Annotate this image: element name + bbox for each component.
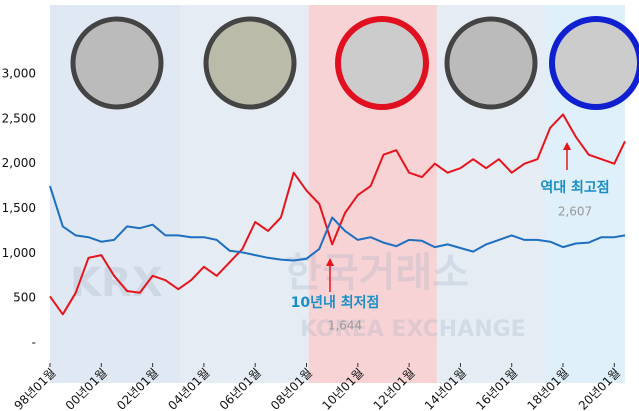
- y-tick-label: 2,500: [2, 111, 36, 125]
- annotations: 10년내 최저점 1,644 역대 최고점 2,607: [291, 142, 610, 333]
- watermark-sub: KOREA EXCHANGE: [300, 317, 526, 342]
- series-line: [49, 113, 626, 316]
- annotation: 역대 최고점: [540, 179, 609, 196]
- y-tick-label: -: [32, 336, 36, 350]
- portrait: [203, 16, 297, 110]
- y-tick-label: 2,000: [2, 156, 36, 170]
- annotation: 10년내 최저점: [291, 294, 380, 311]
- arrow-head: [563, 142, 571, 150]
- portrait: [549, 16, 639, 110]
- x-tick-label: 98년01월: [11, 366, 58, 411]
- portrait: [444, 16, 538, 110]
- y-tick-label: 1,500: [2, 201, 36, 215]
- arrow-head: [326, 258, 334, 266]
- y-tick-label: 500: [13, 291, 36, 305]
- y-tick-label: 3,000: [2, 67, 36, 81]
- portrait: [335, 16, 429, 110]
- portrait: [70, 16, 164, 110]
- annotation-value: 2,607: [558, 205, 592, 219]
- annotation-value: 1,644: [328, 319, 362, 333]
- y-tick-label: 1,000: [2, 246, 36, 260]
- watermark-name: 한국거래소: [285, 250, 469, 296]
- portraits: [70, 16, 639, 110]
- watermark-logo: KRX: [70, 260, 163, 306]
- series-line: [49, 185, 626, 262]
